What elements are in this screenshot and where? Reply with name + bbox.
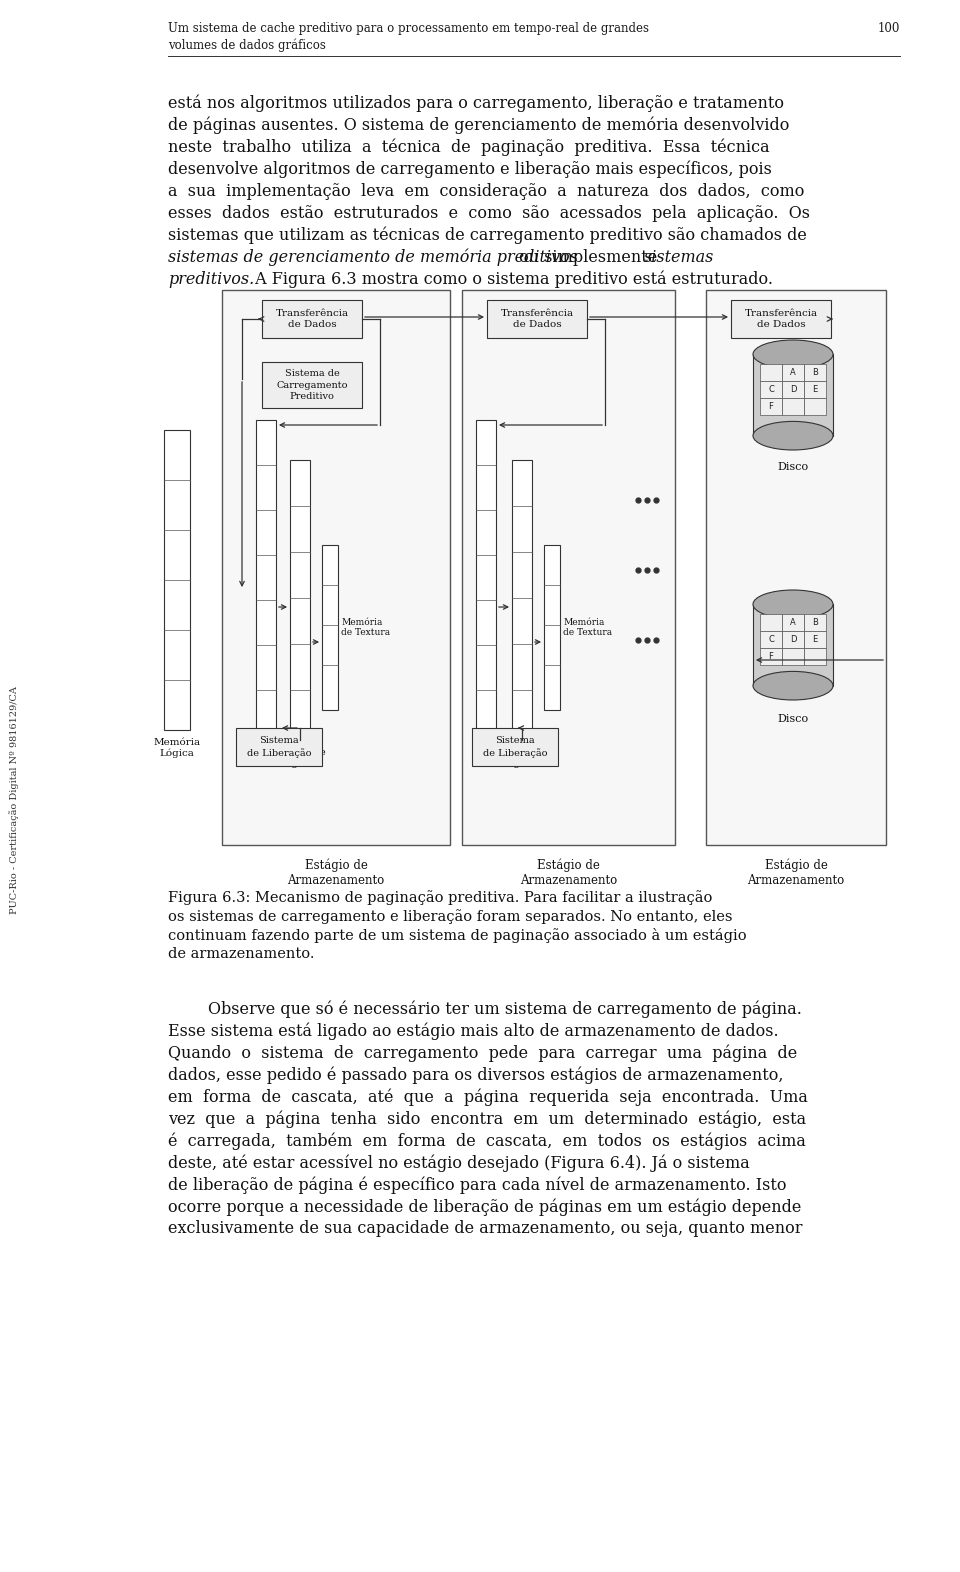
Text: Quando  o  sistema  de  carregamento  pede  para  carregar  uma  página  de: Quando o sistema de carregamento pede pa… bbox=[168, 1044, 797, 1061]
Bar bbox=[782, 365, 804, 380]
Text: continuam fazendo parte de um sistema de paginação associado à um estágio: continuam fazendo parte de um sistema de… bbox=[168, 927, 747, 943]
Text: em  forma  de  cascata,  até  que  a  página  requerida  seja  encontrada.  Uma: em forma de cascata, até que a página re… bbox=[168, 1088, 808, 1105]
Bar bbox=[782, 615, 804, 630]
Text: Transferência
de Dados: Transferência de Dados bbox=[276, 310, 348, 329]
Text: Tabela de
Páginas: Tabela de Páginas bbox=[496, 748, 547, 769]
Text: Transferência
de Dados: Transferência de Dados bbox=[744, 310, 818, 329]
Bar bbox=[804, 380, 826, 398]
Text: exclusivamente de sua capacidade de armazenamento, ou seja, quanto menor: exclusivamente de sua capacidade de arma… bbox=[168, 1220, 803, 1237]
Bar bbox=[706, 289, 886, 846]
Text: ou simplesmente: ou simplesmente bbox=[514, 248, 662, 266]
Bar bbox=[476, 420, 496, 759]
Bar bbox=[753, 354, 833, 435]
Bar bbox=[760, 365, 782, 380]
Text: A: A bbox=[790, 368, 796, 377]
Text: é  carregada,  também  em  forma  de  cascata,  em  todos  os  estágios  acima: é carregada, também em forma de cascata,… bbox=[168, 1132, 805, 1149]
Text: preditivos.: preditivos. bbox=[168, 270, 254, 288]
Text: desenvolve algoritmos de carregamento e liberação mais específicos, pois: desenvolve algoritmos de carregamento e … bbox=[168, 160, 772, 179]
Bar bbox=[760, 615, 782, 630]
Bar bbox=[512, 461, 532, 740]
Bar bbox=[290, 461, 310, 740]
Bar bbox=[222, 289, 450, 846]
Text: F: F bbox=[769, 652, 774, 660]
Text: vez  que  a  página  tenha  sido  encontra  em  um  determinado  estágio,  esta: vez que a página tenha sido encontra em … bbox=[168, 1110, 806, 1127]
Text: está nos algoritmos utilizados para o carregamento, liberação e tratamento: está nos algoritmos utilizados para o ca… bbox=[168, 94, 784, 113]
Text: E: E bbox=[812, 385, 818, 395]
Text: A: A bbox=[790, 618, 796, 627]
Text: esses  dados  estão  estruturados  e  como  são  acessados  pela  aplicação.  Os: esses dados estão estruturados e como sã… bbox=[168, 204, 810, 222]
Text: Memória
Lógica: Memória Lógica bbox=[154, 737, 201, 758]
Bar bbox=[462, 289, 675, 846]
Text: Figura 6.3: Mecanismo de paginação preditiva. Para facilitar a ilustração: Figura 6.3: Mecanismo de paginação predi… bbox=[168, 890, 712, 905]
Text: Esse sistema está ligado ao estágio mais alto de armazenamento de dados.: Esse sistema está ligado ao estágio mais… bbox=[168, 1022, 779, 1039]
Bar bbox=[804, 648, 826, 665]
Text: sistemas de gerenciamento de memória preditivos: sistemas de gerenciamento de memória pre… bbox=[168, 248, 578, 267]
Text: Sistema
de Liberação: Sistema de Liberação bbox=[483, 736, 547, 758]
Bar bbox=[164, 431, 190, 729]
Bar bbox=[544, 545, 560, 711]
Text: neste  trabalho  utiliza  a  técnica  de  paginação  preditiva.  Essa  técnica: neste trabalho utiliza a técnica de pagi… bbox=[168, 138, 770, 157]
Text: de armazenamento.: de armazenamento. bbox=[168, 946, 315, 960]
Ellipse shape bbox=[753, 340, 833, 368]
Ellipse shape bbox=[753, 590, 833, 619]
Bar bbox=[262, 300, 362, 338]
Text: Sistema
de Liberação: Sistema de Liberação bbox=[247, 736, 311, 758]
Text: Transferência
de Dados: Transferência de Dados bbox=[500, 310, 573, 329]
Text: E: E bbox=[812, 635, 818, 645]
Text: volumes de dados gráficos: volumes de dados gráficos bbox=[168, 38, 325, 52]
Bar bbox=[262, 362, 362, 409]
Text: Estágio de
Armazenamento: Estágio de Armazenamento bbox=[520, 858, 617, 888]
Text: Memória
de Textura: Memória de Textura bbox=[563, 618, 612, 637]
Text: A Figura 6.3 mostra como o sistema preditivo está estruturado.: A Figura 6.3 mostra como o sistema predi… bbox=[250, 270, 773, 289]
Text: F: F bbox=[769, 402, 774, 410]
Text: sistemas: sistemas bbox=[644, 248, 714, 266]
Bar bbox=[804, 630, 826, 648]
Ellipse shape bbox=[753, 671, 833, 700]
Text: PUC-Rio - Certificação Digital Nº 9816129/CA: PUC-Rio - Certificação Digital Nº 981612… bbox=[9, 685, 19, 913]
Bar bbox=[760, 630, 782, 648]
Bar bbox=[236, 728, 322, 766]
Text: 100: 100 bbox=[877, 22, 900, 35]
Bar bbox=[753, 604, 833, 685]
Bar bbox=[804, 615, 826, 630]
Bar bbox=[760, 648, 782, 665]
Bar bbox=[782, 398, 804, 415]
Bar bbox=[760, 398, 782, 415]
Text: Memória
de Textura: Memória de Textura bbox=[341, 618, 390, 637]
Text: Disco: Disco bbox=[778, 714, 808, 725]
Text: Um sistema de cache preditivo para o processamento em tempo-real de grandes: Um sistema de cache preditivo para o pro… bbox=[168, 22, 649, 35]
Text: de páginas ausentes. O sistema de gerenciamento de memória desenvolvido: de páginas ausentes. O sistema de gerenc… bbox=[168, 116, 789, 135]
Text: Sistema de
Carregamento
Preditivo: Sistema de Carregamento Preditivo bbox=[276, 369, 348, 401]
Text: a  sua  implementação  leva  em  consideração  a  natureza  dos  dados,  como: a sua implementação leva em consideração… bbox=[168, 182, 804, 200]
Bar bbox=[322, 545, 338, 711]
Bar bbox=[804, 398, 826, 415]
Text: de liberação de página é específico para cada nível de armazenamento. Isto: de liberação de página é específico para… bbox=[168, 1176, 786, 1193]
Bar bbox=[804, 365, 826, 380]
Text: B: B bbox=[812, 618, 818, 627]
Text: D: D bbox=[790, 635, 796, 645]
Bar bbox=[782, 380, 804, 398]
Bar bbox=[472, 728, 558, 766]
Text: D: D bbox=[790, 385, 796, 395]
Text: Tabela de
Páginas: Tabela de Páginas bbox=[275, 748, 325, 769]
Bar bbox=[760, 380, 782, 398]
Text: Estágio de
Armazenamento: Estágio de Armazenamento bbox=[287, 858, 385, 888]
Text: os sistemas de carregamento e liberação foram separados. No entanto, eles: os sistemas de carregamento e liberação … bbox=[168, 909, 732, 924]
Text: C: C bbox=[768, 385, 774, 395]
Text: Disco: Disco bbox=[778, 462, 808, 472]
Bar bbox=[731, 300, 831, 338]
Bar bbox=[782, 648, 804, 665]
Ellipse shape bbox=[753, 421, 833, 450]
Bar bbox=[487, 300, 587, 338]
Text: Estágio de
Armazenamento: Estágio de Armazenamento bbox=[748, 858, 845, 888]
Bar bbox=[782, 630, 804, 648]
Text: dados, esse pedido é passado para os diversos estágios de armazenamento,: dados, esse pedido é passado para os div… bbox=[168, 1066, 783, 1083]
Text: C: C bbox=[768, 635, 774, 645]
Text: sistemas que utilizam as técnicas de carregamento preditivo são chamados de: sistemas que utilizam as técnicas de car… bbox=[168, 226, 806, 245]
Text: ocorre porque a necessidade de liberação de páginas em um estágio depende: ocorre porque a necessidade de liberação… bbox=[168, 1198, 802, 1215]
Text: deste, até estar acessível no estágio desejado (Figura 6.4). Já o sistema: deste, até estar acessível no estágio de… bbox=[168, 1154, 750, 1171]
Bar bbox=[256, 420, 276, 759]
Text: B: B bbox=[812, 368, 818, 377]
Text: Observe que só é necessário ter um sistema de carregamento de página.: Observe que só é necessário ter um siste… bbox=[208, 1000, 802, 1017]
